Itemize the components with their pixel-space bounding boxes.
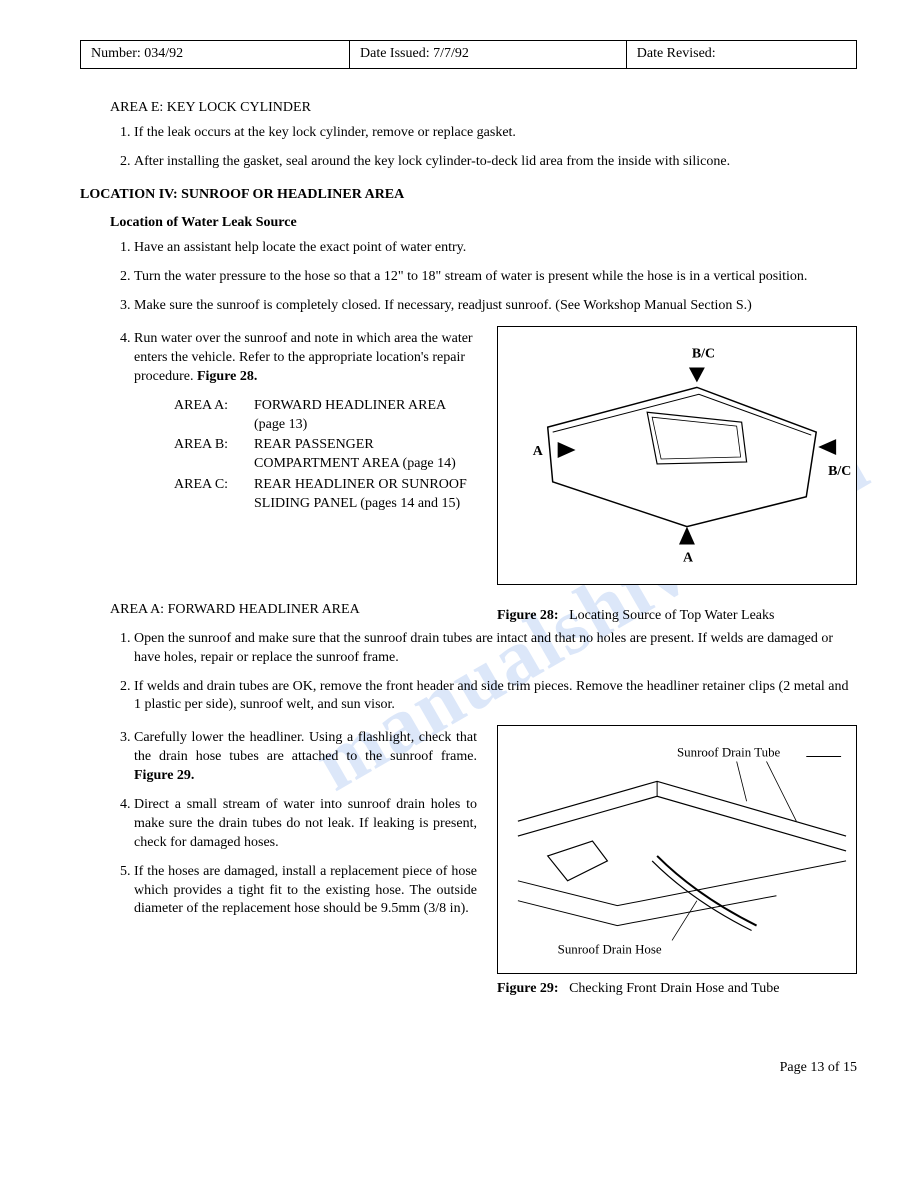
list-item: Open the sunroof and make sure that the … xyxy=(134,630,857,668)
area-def-label: AREA A: xyxy=(174,397,254,435)
location-iv-list-cont: Run water over the sunroof and note in w… xyxy=(110,330,477,514)
list-item: If welds and drain tubes are OK, remove … xyxy=(134,678,857,716)
item-4-pre: Run water over the sunroof and note in w… xyxy=(134,331,473,384)
fig29-label-tube: Sunroof Drain Tube xyxy=(677,745,781,760)
item-3-bold: Figure 29. xyxy=(134,768,194,783)
list-item: After installing the gasket, seal around… xyxy=(134,153,857,172)
date-revised-label: Date Revised: xyxy=(637,46,716,61)
figure-29-caption: Figure 29: Checking Front Drain Hose and… xyxy=(497,980,857,999)
fig29-label-hose: Sunroof Drain Hose xyxy=(558,942,662,957)
list-item: Turn the water pressure to the hose so t… xyxy=(134,268,857,287)
list-item: If the leak occurs at the key lock cylin… xyxy=(134,124,857,143)
figure-29: Sunroof Drain Tube xyxy=(497,725,857,974)
fig28-caption-text: Locating Source of Top Water Leaks xyxy=(569,608,774,623)
location-source-heading: Location of Water Leak Source xyxy=(110,214,857,233)
fig29-caption-text: Checking Front Drain Hose and Tube xyxy=(569,981,779,996)
area-def-label: AREA B: xyxy=(174,436,254,474)
date-issued-label: Date Issued: xyxy=(360,46,430,61)
location-iv-heading: LOCATION IV: SUNROOF OR HEADLINER AREA xyxy=(80,186,857,205)
list-item: Carefully lower the headliner. Using a f… xyxy=(134,729,477,786)
header-date-revised: Date Revised: xyxy=(627,41,856,68)
area-def-label: AREA C: xyxy=(174,476,254,514)
area-e-heading: AREA E: KEY LOCK CYLINDER xyxy=(110,99,857,118)
list-item: Direct a small stream of water into sunr… xyxy=(134,796,477,853)
fig28-label-a-bottom: A xyxy=(683,550,693,565)
list-item: Make sure the sunroof is completely clos… xyxy=(134,297,857,316)
header-date-issued: Date Issued: 7/7/92 xyxy=(350,41,627,68)
number-value: 034/92 xyxy=(144,46,183,61)
area-def-text: FORWARD HEADLINER AREA (page 13) xyxy=(254,397,477,435)
area-e-list: If the leak occurs at the key lock cylin… xyxy=(110,124,857,172)
item-3-pre: Carefully lower the headliner. Using a f… xyxy=(134,730,477,764)
area-a-heading: AREA A: FORWARD HEADLINER AREA xyxy=(110,601,477,620)
fig29-caption-bold: Figure 29: xyxy=(497,981,559,996)
area-def-text: REAR PASSENGER COMPARTMENT AREA (page 14… xyxy=(254,436,477,474)
figure-28-caption: Figure 28: Locating Source of Top Water … xyxy=(497,607,857,626)
figure-28: B/C B/C A A xyxy=(497,326,857,585)
date-issued-value: 7/7/92 xyxy=(433,46,469,61)
area-definitions: AREA A: FORWARD HEADLINER AREA (page 13)… xyxy=(174,397,477,514)
list-item: If the hoses are damaged, install a repl… xyxy=(134,863,477,920)
location-iv-list: Have an assistant help locate the exact … xyxy=(110,239,857,316)
item-4-bold: Figure 28. xyxy=(197,369,257,384)
fig28-label-a-left: A xyxy=(533,444,543,459)
list-item: Run water over the sunroof and note in w… xyxy=(134,330,477,514)
area-a-list: Open the sunroof and make sure that the … xyxy=(110,630,857,716)
header-number: Number: 034/92 xyxy=(81,41,350,68)
area-def-text: REAR HEADLINER OR SUNROOF SLIDING PANEL … xyxy=(254,476,477,514)
fig28-label-bc-right: B/C xyxy=(828,464,851,479)
fig28-caption-bold: Figure 28: xyxy=(497,608,559,623)
number-label: Number: xyxy=(91,46,141,61)
page-number: Page 13 of 15 xyxy=(80,1059,857,1078)
area-a-list-cont: Carefully lower the headliner. Using a f… xyxy=(110,729,477,919)
list-item: Have an assistant help locate the exact … xyxy=(134,239,857,258)
fig28-label-bc-top: B/C xyxy=(692,347,715,362)
header-box: Number: 034/92 Date Issued: 7/7/92 Date … xyxy=(80,40,857,69)
